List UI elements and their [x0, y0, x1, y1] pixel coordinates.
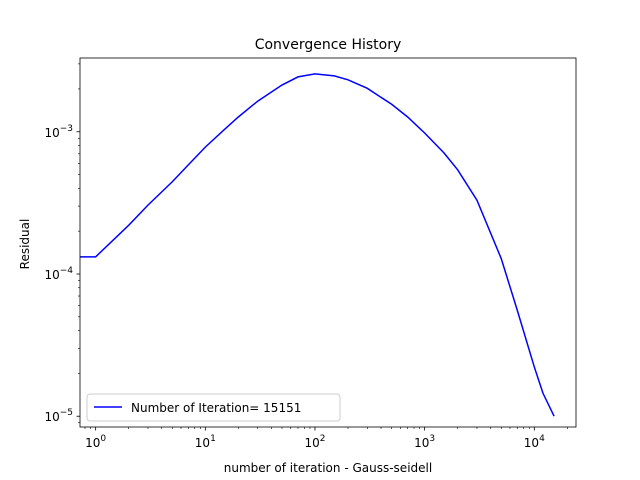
y-axis-label: Residual	[18, 219, 32, 270]
axes-frame	[79, 57, 577, 428]
series-line-residual	[80, 73, 555, 417]
legend-entry-label: Number of Iteration= 15151	[131, 401, 301, 415]
legend-box	[86, 393, 341, 422]
y-axis-ticks: 10−510−410−3	[44, 63, 80, 424]
legend: Number of Iteration= 15151	[86, 393, 341, 422]
x-axis-label: number of iteration - Gauss-seidell	[224, 461, 432, 475]
chart-title: Convergence History	[255, 37, 402, 53]
